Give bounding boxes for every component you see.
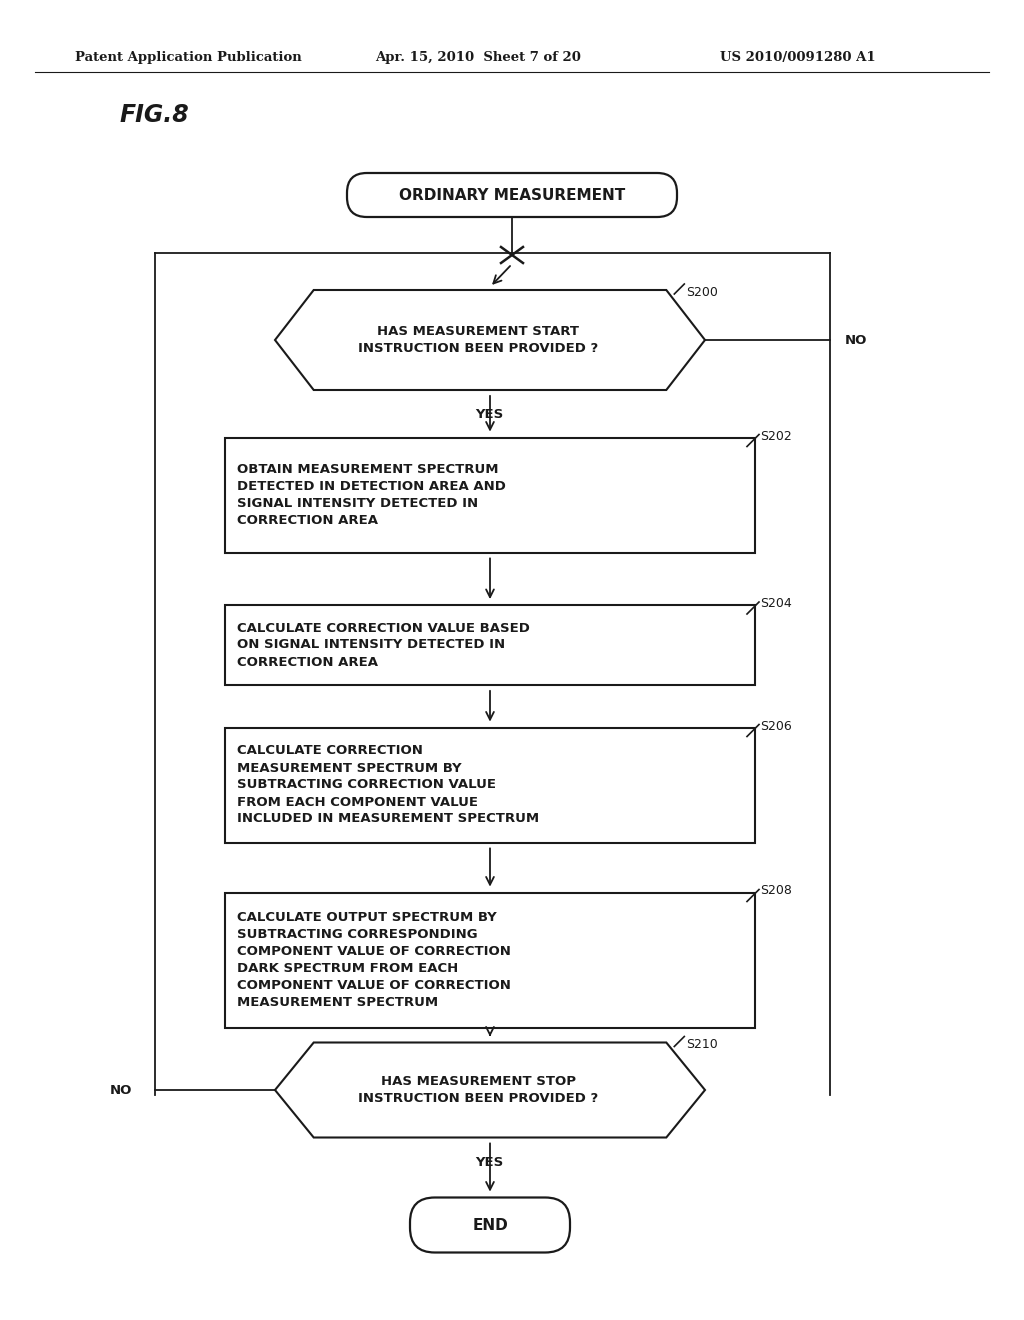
FancyBboxPatch shape [225,727,755,842]
Text: END: END [472,1217,508,1233]
Text: Apr. 15, 2010  Sheet 7 of 20: Apr. 15, 2010 Sheet 7 of 20 [375,50,581,63]
Text: S204: S204 [760,597,792,610]
FancyBboxPatch shape [225,892,755,1027]
FancyBboxPatch shape [225,437,755,553]
Text: ORDINARY MEASUREMENT: ORDINARY MEASUREMENT [399,187,625,202]
Text: Patent Application Publication: Patent Application Publication [75,50,302,63]
FancyBboxPatch shape [410,1197,570,1253]
Polygon shape [275,1043,705,1138]
Text: S210: S210 [686,1039,718,1052]
Text: OBTAIN MEASUREMENT SPECTRUM
DETECTED IN DETECTION AREA AND
SIGNAL INTENSITY DETE: OBTAIN MEASUREMENT SPECTRUM DETECTED IN … [237,463,506,527]
Text: S206: S206 [760,719,792,733]
Polygon shape [275,290,705,389]
Text: CALCULATE OUTPUT SPECTRUM BY
SUBTRACTING CORRESPONDING
COMPONENT VALUE OF CORREC: CALCULATE OUTPUT SPECTRUM BY SUBTRACTING… [237,911,511,1008]
FancyBboxPatch shape [225,605,755,685]
Text: CALCULATE CORRECTION VALUE BASED
ON SIGNAL INTENSITY DETECTED IN
CORRECTION AREA: CALCULATE CORRECTION VALUE BASED ON SIGN… [237,622,529,668]
Text: FIG.8: FIG.8 [120,103,189,127]
Text: S200: S200 [686,286,718,300]
Text: S208: S208 [760,884,792,898]
Text: YES: YES [475,1155,503,1168]
Text: HAS MEASUREMENT STOP
INSTRUCTION BEEN PROVIDED ?: HAS MEASUREMENT STOP INSTRUCTION BEEN PR… [358,1074,598,1105]
Text: US 2010/0091280 A1: US 2010/0091280 A1 [720,50,876,63]
Text: NO: NO [845,334,867,346]
Text: CALCULATE CORRECTION
MEASUREMENT SPECTRUM BY
SUBTRACTING CORRECTION VALUE
FROM E: CALCULATE CORRECTION MEASUREMENT SPECTRU… [237,744,539,825]
Text: HAS MEASUREMENT START
INSTRUCTION BEEN PROVIDED ?: HAS MEASUREMENT START INSTRUCTION BEEN P… [358,325,598,355]
Text: NO: NO [110,1084,132,1097]
FancyBboxPatch shape [347,173,677,216]
Text: YES: YES [475,408,503,421]
Text: S202: S202 [760,429,792,442]
